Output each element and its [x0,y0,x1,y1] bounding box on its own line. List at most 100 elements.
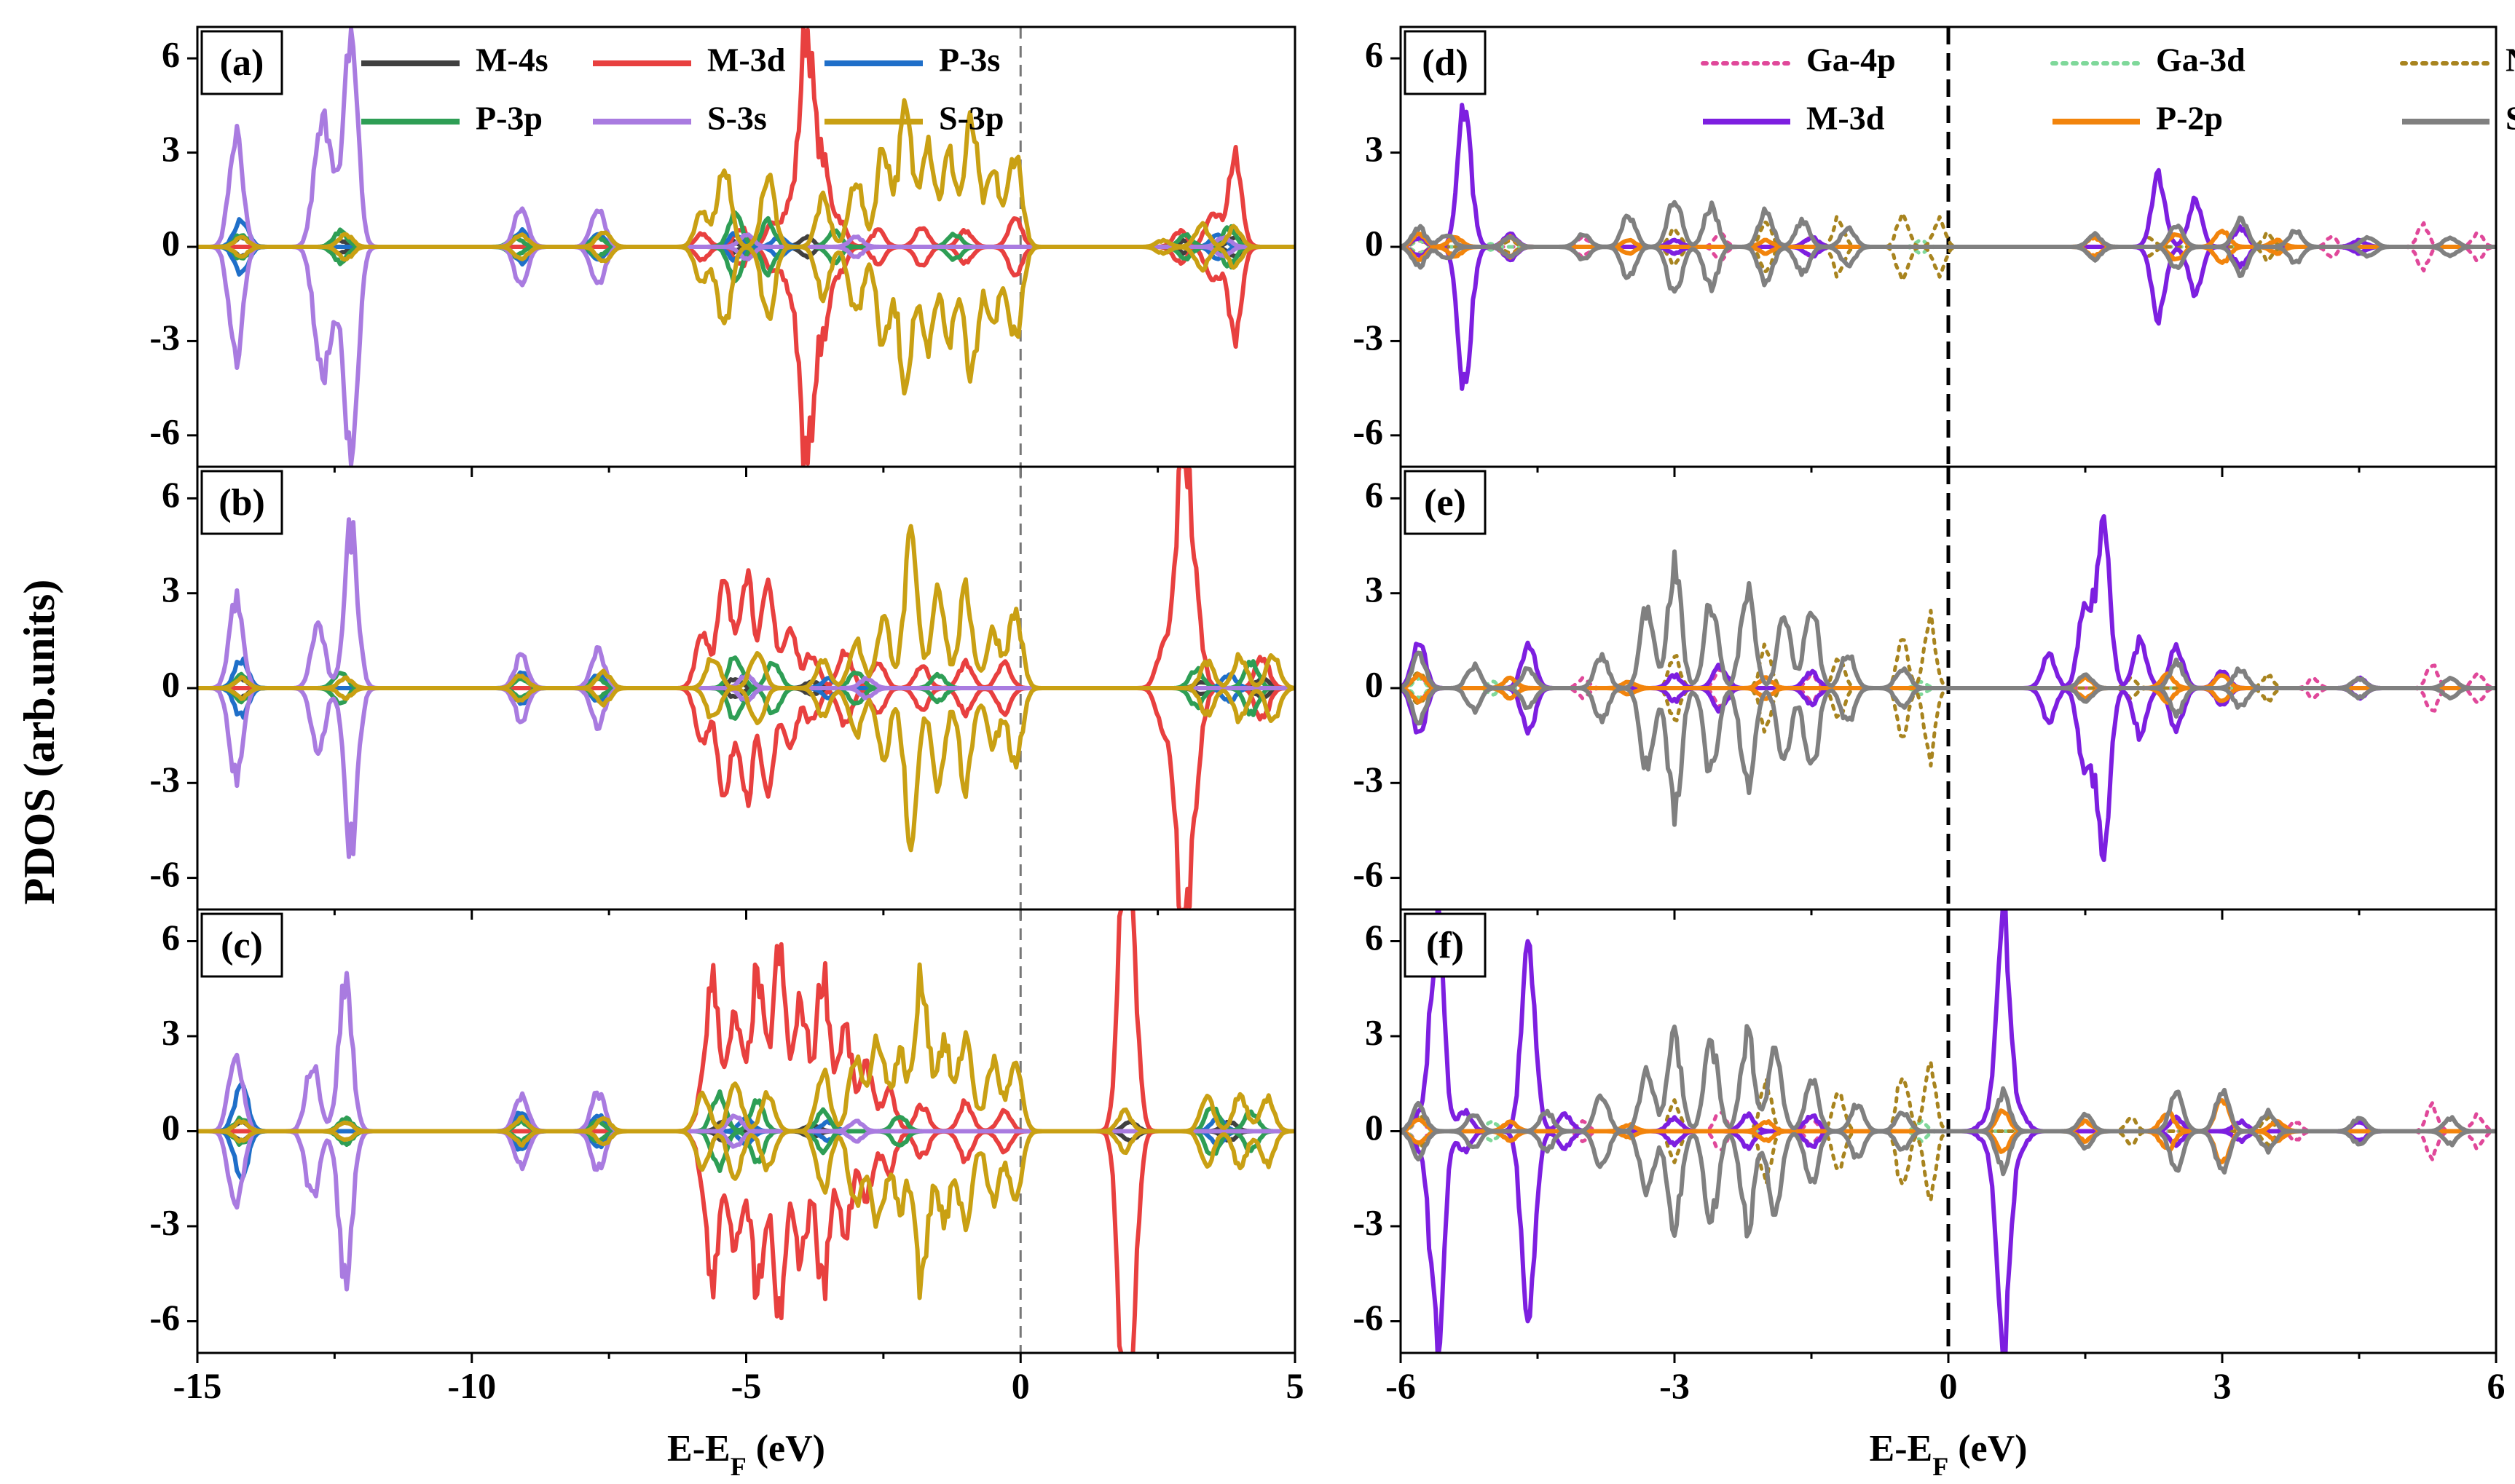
panel-label: (a) [200,30,283,95]
panel-label: (c) [200,912,283,978]
x-axis-title: E-EF (eV) [667,1428,825,1481]
y-tick-label: 3 [162,128,180,169]
panel-label-text: (d) [1422,42,1468,84]
legend-label: P-3s [939,42,1000,79]
y-tick-label: -6 [149,411,180,451]
panel-label-text: (e) [1424,482,1466,524]
y-tick-label: 6 [1365,917,1383,958]
legend-label: M-3d [707,42,786,79]
legend-label: Ga-3d [2156,42,2246,79]
series-S-2p-down [1401,686,2496,827]
panel-a: -6 -3 0 3 6 (a) M-4s M-3d P-3s P-3p S-3s S-3p [149,25,1296,477]
y-tick-label: 0 [162,1107,180,1148]
x-tick-label: 3 [2213,1365,2232,1406]
panel-e: -6 -3 0 3 6 (e) [1353,465,2498,920]
panel-c: -6 -3 0 3 6 -15 -10 -5 0 5 E-EF (eV) (c) [149,908,1304,1481]
y-tick-label: -3 [1353,317,1383,358]
plot-area [197,909,1295,1353]
panel-b: -6 -3 0 3 6 (b) [149,465,1296,920]
legend-label: P-3p [476,100,543,137]
y-tick-label: 0 [162,663,180,704]
panel-f: -6 -3 0 3 6 -6 -3 0 3 6 E-EF (eV) (f) [1353,908,2506,1481]
panel-label-text: (f) [1426,925,1464,966]
plot-area [197,27,1295,467]
legend-item-P-3p: P-3p [361,100,543,137]
panel-label: (f) [1404,912,1487,978]
legend: Ga-4p Ga-3d N-2p M-3d P-2p S-2p [1701,42,2515,137]
x-tick-label: -5 [731,1365,762,1406]
series-S-3p-down [197,245,1295,396]
plot-area [1401,514,2496,862]
x-axis-title: E-EF (eV) [1870,1428,2028,1481]
legend-label: S-3p [939,100,1004,137]
legend-item-M-3d: M-3d [1703,100,1885,137]
y-tick-label: 0 [1365,222,1383,263]
legend-label: M-4s [476,42,548,79]
legend-label: P-2p [2156,100,2223,137]
y-tick-label: 0 [162,222,180,263]
y-tick-label: 6 [162,474,180,515]
y-tick-label: -6 [149,853,180,894]
series-Ga-4p-down [1401,686,2496,713]
x-tick-label: -10 [447,1365,496,1406]
series-M-3d-down [197,1129,1295,1353]
y-tick-label: -3 [149,1201,180,1242]
series-Ga-4p-up [1401,663,2496,690]
series-N-2p-down [1401,686,2496,767]
y-tick-label: 3 [162,1011,180,1052]
series-N-2p-down [1401,1129,2496,1202]
legend-item-S-3p: S-3p [824,100,1004,137]
series-M-3d-up [197,909,1295,1134]
y-tick-label: -6 [1353,1297,1383,1338]
y-tick-label: 3 [162,569,180,609]
series-S-2p-down [1401,1129,2496,1239]
y-tick-label: -3 [149,759,180,800]
series-S-3s-down [197,686,1295,859]
x-tick-label: -6 [1385,1365,1416,1406]
series-S-3p-down [197,1129,1295,1301]
panel-label-text: (a) [220,42,264,84]
series-S-3p-down [197,686,1295,853]
y-tick-label: 0 [1365,1107,1383,1148]
legend-label: S-3s [707,100,767,137]
series-S-3s-down [197,245,1295,467]
panel-label: (e) [1404,470,1487,535]
legend-label: M-3d [1806,100,1885,137]
panels: -6 -3 0 3 6 (a) M-4s M-3d P-3s P-3p S-3s S-3p -6 -3 0 3… [149,25,2515,1481]
legend-item-M-4s: M-4s [361,42,548,79]
legend-item-S-3s: S-3s [593,100,767,137]
x-tick-label: -3 [1659,1365,1690,1406]
series-M-3d-down [1401,1129,2496,1353]
y-tick-label: -3 [1353,759,1383,800]
plot-area [1401,909,2496,1353]
y-tick-label: 3 [1365,1011,1383,1052]
series-S-2p-down [1401,245,2496,294]
y-tick-label: -6 [149,1297,180,1338]
plot-area [1401,103,2496,391]
y-tick-label: 6 [1365,34,1383,75]
legend-label: Ga-4p [1806,42,1896,79]
legend-item-S-2p: S-2p [2402,100,2515,137]
y-axis-label: PDOS (arb.units) [15,580,63,905]
legend-item-P-3s: P-3s [824,42,1000,79]
panel-d: -6 -3 0 3 6 (d) Ga-4p Ga-3d N-2p M-3d P-2p S-2p [1353,25,2515,477]
y-tick-label: 3 [1365,569,1383,609]
panel-label: (b) [200,470,283,535]
legend-item-Ga-4p: Ga-4p [1701,42,1896,79]
y-tick-label: 0 [1365,663,1383,704]
x-tick-label: 6 [2487,1365,2506,1406]
legend-label: N-2p [2506,42,2515,79]
y-tick-label: 6 [162,34,180,75]
panel-label-text: (c) [221,925,263,966]
y-tick-label: 3 [1365,128,1383,169]
legend: M-4s M-3d P-3s P-3p S-3s S-3p [361,42,1004,137]
y-tick-label: 6 [1365,474,1383,515]
legend-label: S-2p [2506,100,2515,137]
y-tick-label: 6 [162,917,180,958]
x-tick-label: 0 [1012,1365,1030,1406]
panel-label-text: (b) [219,482,265,524]
y-tick-label: -6 [1353,853,1383,894]
panel-label: (d) [1404,30,1487,95]
x-tick-label: -15 [173,1365,222,1406]
